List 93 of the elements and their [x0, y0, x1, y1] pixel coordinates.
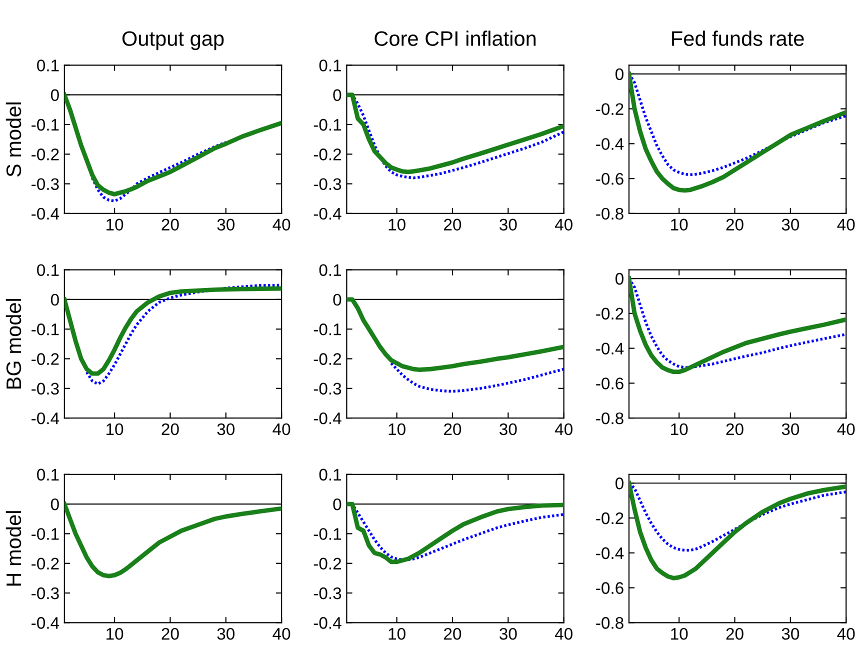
x-tick-label: 10 — [106, 218, 124, 231]
y-tick-label: -0.4 — [32, 412, 60, 424]
x-tick-label: 10 — [671, 423, 688, 436]
x-tick-label: 40 — [272, 628, 290, 640]
y-tick-label: -0.8 — [596, 617, 624, 629]
x-tick-label: 30 — [500, 628, 517, 640]
x-tick-label: 40 — [554, 628, 572, 640]
y-tick-label: -0.3 — [314, 382, 342, 395]
y-tick-label: -0.2 — [32, 558, 59, 570]
chart-title: Output gap — [122, 31, 224, 50]
y-tick-label: -0.2 — [596, 512, 624, 524]
y-tick-label: -0.1 — [314, 528, 342, 540]
x-tick-label: 10 — [671, 628, 688, 640]
y-tick-label: 0 — [616, 478, 624, 490]
x-tick-label: 20 — [444, 423, 462, 436]
y-tick-label: 0 — [50, 294, 59, 306]
y-tick-label: -0.3 — [32, 178, 59, 190]
y-tick-label: 0.1 — [37, 60, 59, 72]
y-axis-title: H model — [6, 511, 22, 586]
x-tick-label: 40 — [272, 218, 290, 231]
x-tick-label: 30 — [217, 218, 235, 231]
x-tick-label: 40 — [837, 423, 855, 436]
x-tick-label: 10 — [388, 218, 406, 231]
x-tick-label: 30 — [217, 423, 235, 436]
x-tick-label: 40 — [272, 423, 290, 436]
x-tick-label: 30 — [782, 423, 800, 436]
y-tick-label: 0 — [50, 89, 59, 102]
chart-title: Fed funds rate — [672, 30, 804, 46]
x-tick-label: 20 — [444, 628, 462, 640]
y-tick-label: -0.6 — [596, 378, 624, 390]
y-tick-label: -0.2 — [314, 353, 342, 365]
x-tick-label: 20 — [444, 218, 462, 231]
x-tick-label: 30 — [500, 218, 517, 231]
y-tick-label: -0.3 — [314, 587, 342, 600]
y-tick-label: -0.2 — [596, 103, 624, 116]
y-tick-label: -0.3 — [32, 382, 59, 395]
y-tick-label: -0.6 — [596, 582, 624, 594]
y-tick-label: -0.4 — [314, 208, 342, 220]
x-tick-label: 20 — [726, 628, 744, 640]
x-tick-label: 30 — [217, 628, 235, 640]
x-tick-label: 40 — [554, 423, 572, 436]
y-tick-label: -0.4 — [596, 138, 624, 150]
x-tick-label: 20 — [726, 218, 744, 231]
y-tick-label: -0.2 — [596, 308, 624, 320]
y-tick-label: -0.4 — [32, 208, 60, 220]
x-tick-label: 30 — [500, 423, 517, 436]
y-tick-label: -0.4 — [32, 617, 60, 629]
y-tick-label: -0.8 — [596, 208, 624, 220]
x-tick-label: 10 — [106, 628, 124, 640]
x-tick-label: 10 — [388, 423, 406, 436]
y-axis-title: BG model — [6, 299, 22, 389]
y-tick-label: 0.1 — [319, 60, 342, 72]
y-tick-label: -0.4 — [314, 617, 342, 629]
y-tick-label: 0 — [333, 498, 342, 510]
x-tick-label: 40 — [837, 628, 855, 640]
y-tick-label: 0.1 — [37, 468, 59, 481]
y-tick-label: -0.1 — [32, 324, 59, 336]
y-tick-label: -0.3 — [314, 178, 342, 190]
y-tick-label: -0.1 — [32, 118, 59, 131]
y-tick-label: 0.1 — [319, 264, 342, 276]
y-tick-label: -0.2 — [32, 353, 59, 365]
x-tick-label: 20 — [162, 423, 179, 436]
y-tick-label: 0.1 — [37, 264, 59, 276]
y-tick-label: 0 — [333, 89, 342, 102]
x-tick-label: 40 — [554, 218, 572, 231]
y-tick-label: -0.1 — [32, 528, 59, 540]
x-tick-label: 10 — [671, 218, 688, 231]
y-tick-label: -0.6 — [596, 172, 624, 185]
x-tick-label: 30 — [782, 218, 800, 231]
y-tick-label: -0.3 — [32, 587, 59, 600]
y-tick-label: -0.1 — [314, 118, 342, 131]
x-tick-label: 10 — [388, 628, 406, 640]
y-tick-label: 0 — [616, 68, 624, 80]
x-tick-label: 20 — [162, 218, 179, 231]
y-tick-label: -0.2 — [32, 148, 59, 160]
y-tick-label: -0.1 — [314, 324, 342, 336]
x-tick-label: 20 — [726, 423, 744, 436]
y-tick-label: 0 — [333, 294, 342, 306]
y-tick-label: -0.4 — [596, 547, 624, 560]
y-tick-label: -0.2 — [314, 558, 342, 570]
y-axis-title: S model — [6, 102, 22, 177]
x-tick-label: 30 — [782, 628, 800, 640]
chart-title: Core CPI inflation — [374, 30, 536, 46]
x-tick-label: 10 — [106, 423, 124, 436]
y-tick-label: 0.1 — [319, 468, 342, 481]
x-tick-label: 20 — [162, 628, 179, 640]
y-tick-label: 0 — [50, 498, 59, 510]
y-tick-label: -0.4 — [596, 342, 624, 354]
y-tick-label: -0.8 — [596, 412, 624, 424]
x-tick-label: 40 — [837, 218, 855, 231]
y-tick-label: 0 — [616, 272, 624, 285]
y-tick-label: -0.4 — [314, 412, 342, 424]
y-tick-label: -0.2 — [314, 148, 342, 160]
